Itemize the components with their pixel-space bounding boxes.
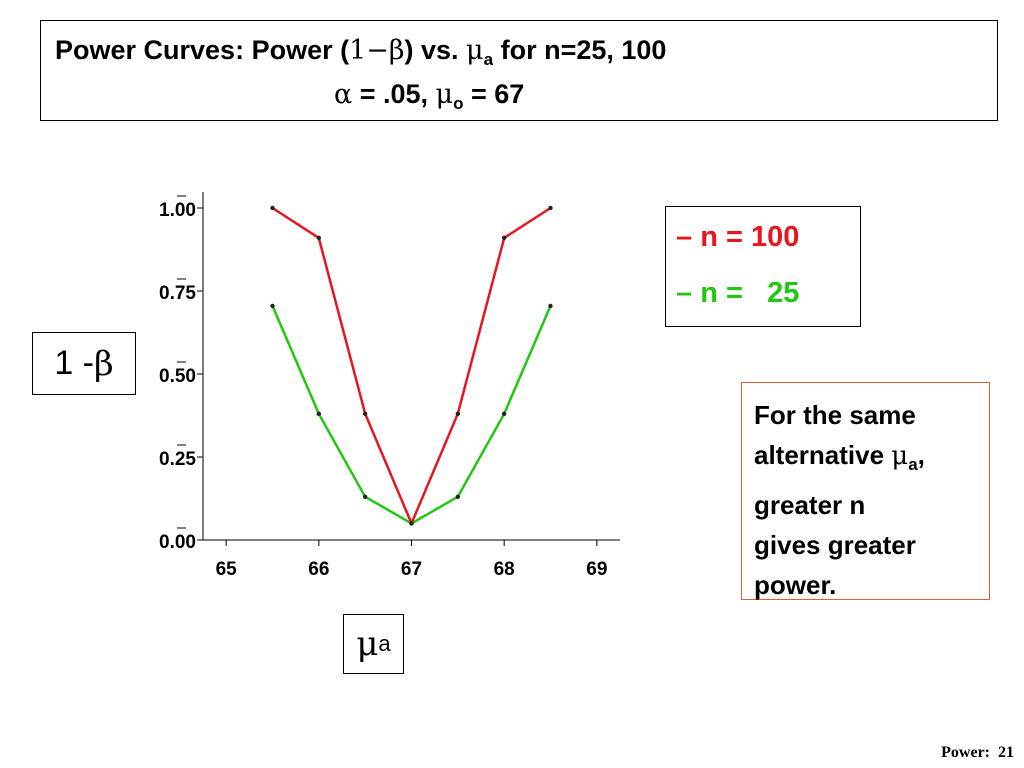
data-point-n100	[455, 411, 461, 417]
legend-label: n = 100	[700, 221, 800, 253]
x-tick-label: 68	[494, 559, 515, 580]
y-tick-label: 0.00	[159, 532, 196, 553]
note-box: For the same alternative μa, greater n g…	[741, 382, 990, 600]
data-point-n100	[501, 235, 507, 241]
mu-symbol: μ	[356, 624, 379, 664]
mu-symbol: μ	[466, 35, 484, 66]
note-line: For the same	[754, 400, 916, 430]
x-tick-label: 69	[586, 559, 607, 580]
subscript-a: a	[378, 631, 391, 656]
subscript-a: a	[483, 50, 494, 69]
title-text: = 67	[463, 79, 525, 109]
y-axis-label: 1 - β	[32, 332, 136, 395]
title-text: for n=25, 100	[493, 35, 667, 65]
subscript-a: a	[908, 455, 918, 474]
y-tick-label: 0.25	[159, 449, 196, 470]
subscript-o: o	[453, 94, 464, 113]
title-box: Power Curves: Power (1−β) vs. μa for n=2…	[40, 20, 998, 121]
legend-entry-n100: – n = 100	[676, 221, 799, 254]
mu-symbol: μ	[435, 79, 454, 110]
one-minus-beta-symbol: 1−β	[349, 35, 405, 66]
title-text: ) vs.	[404, 35, 467, 65]
data-point-n25	[548, 303, 553, 309]
data-point-n25	[316, 411, 322, 417]
y-axis-label-text: 1 -	[54, 344, 95, 382]
data-point-n25	[455, 494, 461, 500]
legend-entry-n25: – n = 25	[676, 277, 799, 310]
data-point-n100	[270, 205, 275, 211]
note-line: power.	[754, 570, 837, 600]
note-line: gives greater	[754, 530, 916, 560]
data-point-n100	[362, 411, 368, 417]
x-tick-label: 67	[401, 559, 422, 580]
legend-dash: –	[676, 221, 693, 253]
series-line-n25	[271, 305, 552, 525]
data-point-n100	[316, 235, 322, 241]
data-point-n100	[548, 205, 553, 211]
note-line: alternative μa,	[754, 435, 979, 485]
mu-symbol: μ	[891, 441, 909, 471]
y-tick-label: 1.00	[159, 200, 196, 221]
y-tick-label: 0.75	[159, 283, 196, 304]
note-text: ,	[917, 440, 925, 470]
title-text: = .05,	[352, 79, 436, 109]
legend-label: n = 25	[700, 277, 800, 309]
note-line: greater n	[754, 490, 866, 520]
y-tick-label: 0.50	[159, 366, 196, 387]
series-line-n100	[271, 206, 552, 525]
title-line-1: Power Curves: Power (1−β) vs. μa for n=2…	[55, 35, 666, 70]
note-text: alternative	[754, 440, 892, 470]
beta-symbol: β	[94, 343, 114, 384]
alpha-symbol: α	[334, 79, 353, 110]
legend-dash: –	[676, 277, 693, 309]
legend: – n = 100 – n = 25	[665, 206, 861, 327]
title-line-2: α = .05, μo = 67	[334, 79, 524, 114]
data-point-n100	[409, 521, 414, 526]
data-point-n25	[362, 494, 368, 500]
data-point-n25	[270, 303, 275, 309]
x-tick-label: 66	[308, 559, 329, 580]
title-text: Power Curves: Power (	[55, 35, 350, 65]
x-tick-label: 65	[216, 559, 238, 580]
slide-footer: Power: 21	[941, 744, 1014, 761]
data-point-n25	[501, 411, 507, 417]
